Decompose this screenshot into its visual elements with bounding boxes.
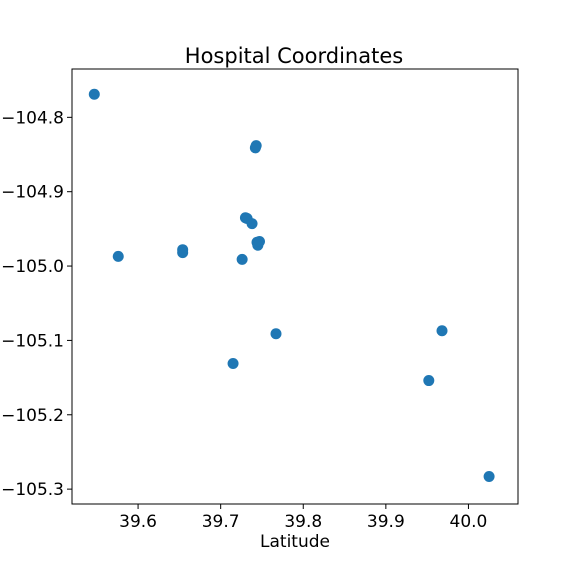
data-point <box>227 357 239 369</box>
y-tick-label: −105.3 <box>1 480 64 500</box>
data-point <box>270 328 282 340</box>
y-tick-label: −105.1 <box>1 331 64 351</box>
data-point <box>250 140 262 152</box>
y-tick-label: −105.0 <box>1 257 64 277</box>
x-axis-label: Latitude <box>260 532 330 552</box>
data-point <box>236 253 248 265</box>
data-point <box>483 470 495 482</box>
y-tick-label: −105.2 <box>1 406 64 426</box>
x-tick-label: 39.7 <box>202 512 240 532</box>
x-tick-label: 39.6 <box>119 512 157 532</box>
points-layer <box>88 88 495 482</box>
data-point <box>112 250 124 262</box>
x-tick-label: 39.8 <box>284 512 322 532</box>
data-point <box>253 236 265 248</box>
data-point <box>423 375 435 387</box>
data-point <box>88 88 100 100</box>
plot-frame <box>71 68 519 505</box>
data-point <box>246 218 258 230</box>
y-tick-label: −104.9 <box>1 183 64 203</box>
x-tick-label: 40.0 <box>450 512 488 532</box>
x-tick-label: 39.9 <box>367 512 405 532</box>
chart-title: Hospital Coordinates <box>185 44 403 68</box>
data-point <box>177 247 189 259</box>
x-axis: 39.6 39.7 39.8 39.9 40.0 <box>119 504 487 532</box>
data-point <box>436 325 448 337</box>
y-tick-label: −104.8 <box>1 108 64 128</box>
y-axis: −104.8 −104.9 −105.0 −105.1 −105.2 −105.3 <box>1 108 72 500</box>
